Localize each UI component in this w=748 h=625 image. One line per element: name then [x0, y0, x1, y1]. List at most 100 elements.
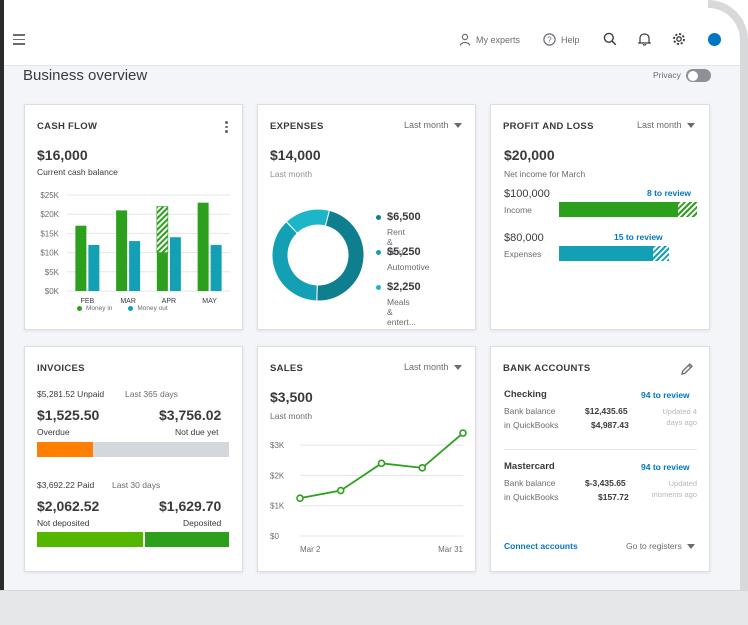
unpaid-period: Last 365 days: [125, 389, 178, 399]
cash-flow-title: CASH FLOW: [37, 121, 98, 132]
invoices-card: INVOICES $5,281.52 Unpaid Last 365 days …: [24, 346, 243, 572]
more-options-icon[interactable]: [225, 121, 228, 135]
overdue-amount: $1,525.50: [37, 407, 100, 423]
sales-title: SALES: [270, 363, 304, 374]
cash-flow-card: CASH FLOW $16,000 Current cash balance $…: [24, 104, 243, 330]
svg-text:?: ?: [547, 35, 552, 44]
sales-point[interactable]: [418, 464, 427, 472]
income-review-link[interactable]: 8 to review: [647, 188, 691, 198]
legend-money-out-swatch: [128, 306, 134, 311]
profit-loss-period-label: Last month: [637, 120, 682, 130]
not-due-label: Not due yet: [175, 427, 219, 437]
legend-money-in-swatch: [77, 306, 82, 311]
deposited-label: Deposited: [183, 518, 222, 528]
income-bar-fill: [559, 202, 678, 217]
unpaid-amount: $5,281.52 Unpaid: [37, 389, 105, 399]
quickbooks-balance-label: in QuickBooks: [504, 492, 559, 502]
bar-money-out[interactable]: [129, 241, 141, 291]
search-icon[interactable]: [603, 32, 617, 46]
chevron-down-icon: [453, 122, 462, 128]
chevron-down-icon: [686, 543, 695, 549]
bar-money-in[interactable]: [116, 210, 128, 291]
not-deposited-bar-fill: [37, 532, 145, 547]
y-tick-label: $1K: [270, 502, 285, 511]
sales-point[interactable]: [459, 429, 467, 437]
bar-money-in[interactable]: [156, 252, 168, 291]
sales-point[interactable]: [296, 494, 304, 502]
chevron-down-icon: [453, 364, 462, 370]
sales-subtitle: Last month: [270, 411, 313, 421]
expenses-bar-fill: [559, 246, 653, 261]
hamburger-menu-icon[interactable]: [13, 34, 25, 45]
bank-balance-label: Bank balance: [504, 406, 556, 416]
x-tick-label: MAR: [120, 298, 136, 305]
sales-card: SALES Last month $3,500 Last month $3K $2…: [257, 346, 476, 572]
x-tick-label: Mar 31: [438, 545, 463, 554]
bank-balance-value: $-3,435.65: [585, 478, 626, 488]
bar-money-in-projected[interactable]: [156, 206, 169, 253]
account-review-link[interactable]: 94 to review: [641, 462, 690, 472]
expenses-donut-chart: [271, 208, 365, 302]
go-to-registers-dropdown[interactable]: Go to registers: [626, 541, 695, 551]
avatar[interactable]: [708, 33, 721, 46]
y-tick-label: $0K: [45, 287, 60, 296]
help-icon: ?: [543, 33, 556, 46]
top-navigation-bar: My experts ? Help: [4, 14, 740, 66]
not-deposited-label: Not deposited: [37, 518, 90, 528]
gear-icon[interactable]: [672, 32, 686, 46]
go-to-registers-label: Go to registers: [626, 541, 682, 551]
expense-label: Meals & entert...: [387, 297, 416, 327]
connect-accounts-link[interactable]: Connect accounts: [504, 541, 578, 551]
privacy-toggle[interactable]: [686, 69, 711, 82]
x-tick-label: APR: [162, 298, 176, 305]
account-review-link[interactable]: 94 to review: [641, 390, 690, 400]
overdue-label: Overdue: [37, 427, 70, 437]
bank-accounts-title: BANK ACCOUNTS: [503, 363, 591, 374]
expenses-subtitle: Last month: [270, 169, 313, 179]
expense-label: Automotive: [387, 262, 430, 272]
bar-money-out[interactable]: [210, 244, 222, 291]
pencil-icon[interactable]: [680, 362, 694, 376]
expense-swatch: [376, 215, 381, 220]
sales-period-dropdown[interactable]: Last month: [404, 362, 462, 372]
expenses-period-dropdown[interactable]: Last month: [404, 120, 462, 130]
help-link[interactable]: ? Help: [543, 33, 580, 46]
bank-accounts-card: BANK ACCOUNTS Checking 94 to review Bank…: [490, 346, 710, 572]
bar-money-in[interactable]: [75, 225, 87, 291]
divider: [504, 449, 697, 450]
bar-money-in[interactable]: [197, 202, 209, 291]
profit-loss-card: PROFIT AND LOSS Last month $20,000 Net i…: [490, 104, 710, 330]
bank-balance-label: Bank balance: [504, 478, 556, 488]
cash-flow-subtitle: Current cash balance: [37, 167, 118, 177]
donut-slice[interactable]: [285, 208, 330, 234]
account-name: Mastercard: [504, 461, 555, 472]
deposited-amount: $1,629.70: [159, 498, 222, 514]
income-label: Income: [504, 205, 532, 215]
quickbooks-balance-label: in QuickBooks: [504, 420, 559, 430]
legend-money-out: Money out: [137, 305, 168, 312]
sales-point[interactable]: [336, 486, 345, 495]
sales-point[interactable]: [377, 459, 386, 468]
my-experts-label: My experts: [476, 34, 521, 45]
paid-bar: [37, 532, 229, 547]
bar-money-out[interactable]: [88, 244, 100, 291]
expenses-pl-amount: $80,000: [504, 232, 544, 244]
y-tick-label: $3K: [270, 441, 285, 450]
my-experts-link[interactable]: My experts: [459, 33, 520, 46]
bank-balance-value: $12,435.65: [585, 406, 628, 416]
expense-amount: $6,500: [387, 211, 421, 223]
unpaid-bar: [37, 442, 229, 457]
privacy-label: Privacy: [653, 70, 681, 80]
expenses-review-link[interactable]: 15 to review: [614, 232, 663, 242]
x-tick-label: Mar 2: [300, 545, 321, 554]
donut-slice[interactable]: [271, 220, 318, 302]
y-tick-label: $0: [270, 532, 279, 541]
expense-swatch: [376, 250, 381, 255]
income-amount: $100,000: [504, 188, 550, 200]
y-tick-label: $25K: [40, 191, 59, 200]
bell-icon[interactable]: [638, 32, 651, 46]
app-screen: My experts ? Help Business overview Priv…: [4, 14, 740, 590]
bar-money-out[interactable]: [169, 237, 181, 291]
paid-amount: $3,692.22 Paid: [37, 480, 95, 490]
profit-loss-period-dropdown[interactable]: Last month: [637, 120, 695, 130]
